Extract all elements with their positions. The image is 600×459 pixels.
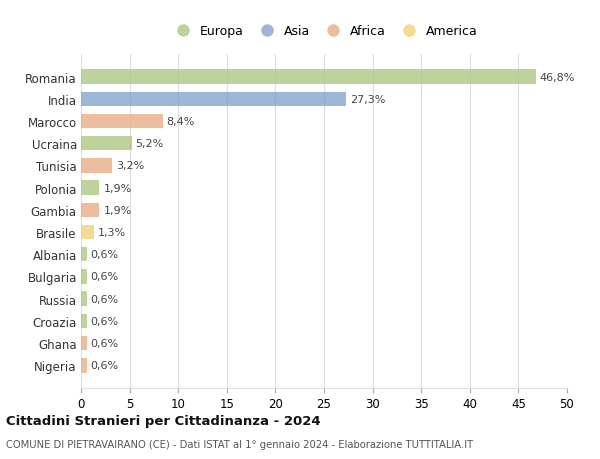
Text: 1,3%: 1,3% [98, 228, 125, 238]
Bar [81, 270, 87, 284]
Bar [81, 92, 346, 107]
Text: 3,2%: 3,2% [116, 161, 144, 171]
Bar [81, 336, 87, 351]
Legend: Europa, Asia, Africa, America: Europa, Asia, Africa, America [166, 22, 482, 42]
Text: 0,6%: 0,6% [91, 272, 119, 282]
Text: 0,6%: 0,6% [91, 250, 119, 260]
Bar [81, 247, 87, 262]
Text: COMUNE DI PIETRAVAIRANO (CE) - Dati ISTAT al 1° gennaio 2024 - Elaborazione TUTT: COMUNE DI PIETRAVAIRANO (CE) - Dati ISTA… [6, 440, 473, 449]
Bar [81, 115, 163, 129]
Bar [81, 314, 87, 328]
Text: 1,9%: 1,9% [103, 205, 131, 215]
Text: 1,9%: 1,9% [103, 183, 131, 193]
Bar [81, 225, 94, 240]
Text: 8,4%: 8,4% [167, 117, 195, 127]
Text: 27,3%: 27,3% [350, 95, 386, 105]
Bar [81, 203, 100, 218]
Bar [81, 159, 112, 173]
Text: 5,2%: 5,2% [136, 139, 164, 149]
Text: 0,6%: 0,6% [91, 338, 119, 348]
Text: Cittadini Stranieri per Cittadinanza - 2024: Cittadini Stranieri per Cittadinanza - 2… [6, 414, 320, 428]
Text: 0,6%: 0,6% [91, 316, 119, 326]
Bar [81, 70, 536, 84]
Bar [81, 181, 100, 196]
Text: 0,6%: 0,6% [91, 294, 119, 304]
Bar [81, 292, 87, 306]
Text: 46,8%: 46,8% [540, 73, 575, 83]
Bar [81, 137, 131, 151]
Text: 0,6%: 0,6% [91, 360, 119, 370]
Bar [81, 358, 87, 373]
